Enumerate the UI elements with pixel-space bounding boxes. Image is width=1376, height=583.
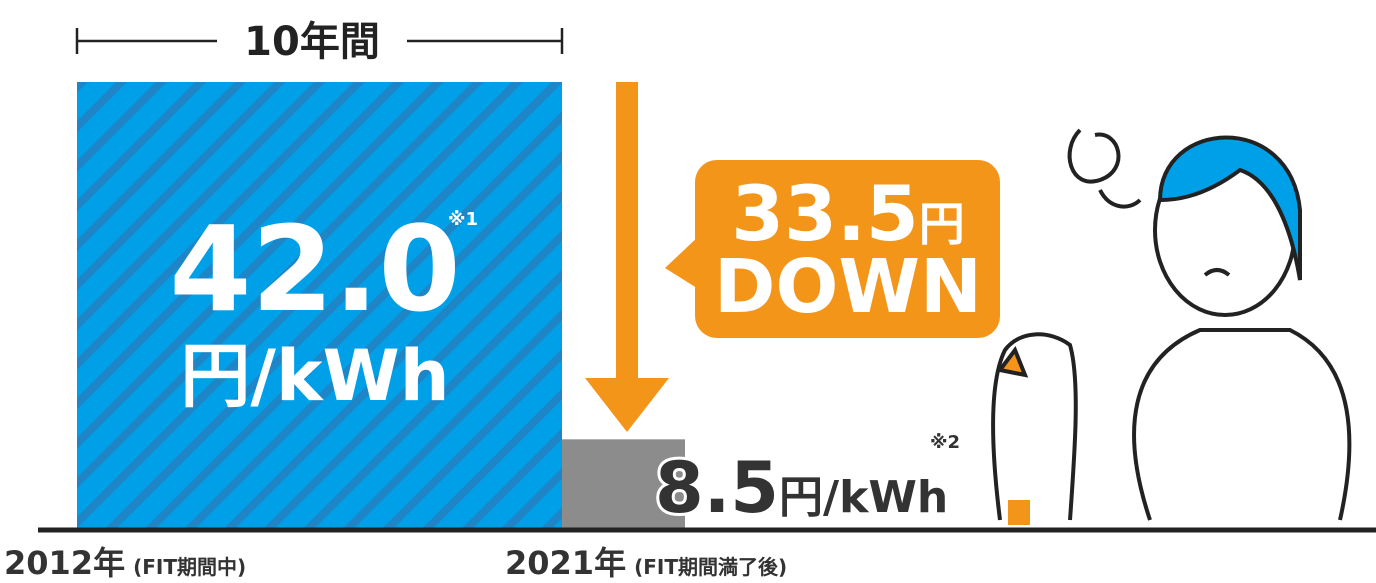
drop-label: 33.5円 [731,169,965,258]
x-tick-label: 2012年 (FIT期間中) [4,544,246,582]
bar [77,81,562,531]
footnote-mark: ※2 [930,432,960,453]
value-label: 8.5円/kWh [655,447,948,529]
unit-label: 円/kWh [180,335,449,417]
category: 2021年 [505,544,626,582]
period-label: 10年間 [244,19,380,65]
value-number: 8.5 [655,447,779,529]
footnote-mark: ※1 [448,209,478,230]
callout [665,160,1000,338]
bar [562,439,685,530]
illustration [991,128,1352,525]
bars [77,81,685,531]
category-note: (FIT期間中) [133,555,246,579]
period-bracket [75,28,564,54]
drop-word: DOWN [714,244,982,330]
down-arrow [585,82,669,432]
unit-label: 円/kWh [779,472,948,523]
drop-unit: 円 [919,197,965,251]
drop-value: 33.5 [731,169,919,258]
value-label: 42.0 [169,200,460,338]
x-tick-label: 2021年 (FIT期間満了後) [505,544,787,582]
category: 2012年 [4,544,125,582]
category-note: (FIT期間満了後) [634,555,787,579]
